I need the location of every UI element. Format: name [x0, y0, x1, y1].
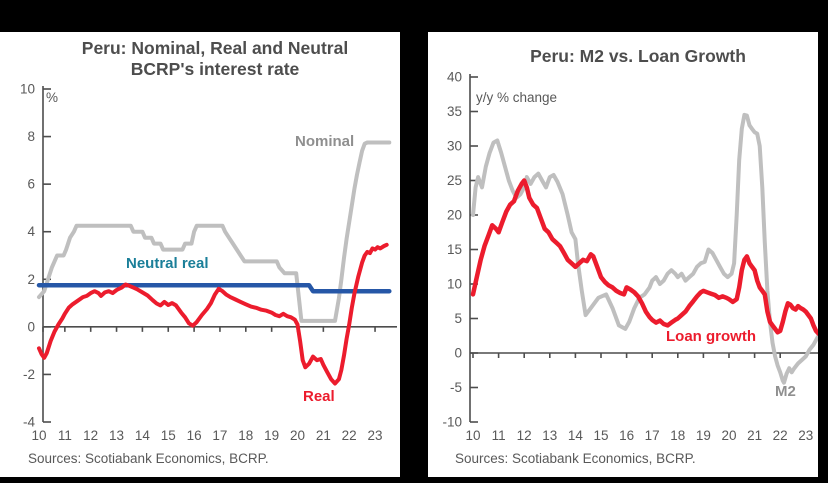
svg-text:6: 6	[27, 177, 35, 192]
svg-text:20: 20	[447, 208, 462, 223]
y-axis-unit-label: %	[46, 90, 59, 105]
svg-text:11: 11	[492, 428, 506, 443]
svg-text:0: 0	[27, 319, 35, 334]
title-line-2: BCRP's interest rate	[130, 59, 300, 79]
svg-text:5: 5	[454, 311, 462, 326]
m2-loan-chart-panel: Peru: M2 vs. Loan Growth 40 35 30 25 20 15 10 5…	[428, 32, 818, 477]
m2-loan-chart-title: Peru: M2 vs. Loan Growth	[462, 46, 814, 67]
svg-text:25: 25	[447, 173, 462, 188]
svg-text:4: 4	[27, 224, 35, 239]
nominal-series-label: Nominal	[295, 133, 355, 150]
svg-text:21: 21	[316, 428, 331, 443]
title-line-1: Peru: M2 vs. Loan Growth	[530, 46, 746, 66]
svg-text:17: 17	[645, 428, 660, 443]
svg-text:10: 10	[465, 428, 480, 443]
svg-text:18: 18	[670, 428, 685, 443]
svg-text:12: 12	[517, 428, 532, 443]
svg-text:0: 0	[454, 346, 462, 361]
svg-text:20: 20	[721, 428, 736, 443]
svg-text:13: 13	[542, 428, 557, 443]
source-note: Sources: Scotiabank Economics, BCRP.	[455, 451, 696, 466]
m2-series-label: M2	[775, 383, 796, 400]
svg-text:-5: -5	[450, 380, 462, 395]
interest-rate-chart-title: Peru: Nominal, Real and Neutral BCRP's i…	[34, 38, 396, 80]
svg-text:23: 23	[798, 428, 813, 443]
svg-text:15: 15	[161, 428, 176, 443]
svg-text:16: 16	[187, 428, 202, 443]
svg-text:30: 30	[447, 139, 462, 154]
svg-text:23: 23	[368, 428, 383, 443]
svg-text:10: 10	[31, 428, 46, 443]
interest-rate-chart-panel: Peru: Nominal, Real and Neutral BCRP's i…	[0, 32, 400, 477]
loan-growth-series-label: Loan growth	[666, 328, 756, 345]
source-note: Sources: Scotiabank Economics, BCRP.	[28, 451, 269, 466]
svg-text:12: 12	[83, 428, 98, 443]
svg-text:22: 22	[342, 428, 357, 443]
svg-text:14: 14	[568, 428, 584, 443]
svg-text:10: 10	[20, 82, 35, 97]
svg-text:2: 2	[27, 272, 35, 287]
svg-text:22: 22	[773, 428, 788, 443]
svg-text:11: 11	[58, 428, 72, 443]
svg-text:16: 16	[619, 428, 634, 443]
svg-text:21: 21	[747, 428, 762, 443]
svg-text:19: 19	[264, 428, 279, 443]
svg-text:14: 14	[135, 428, 151, 443]
svg-text:-10: -10	[442, 415, 462, 430]
svg-text:20: 20	[290, 428, 305, 443]
real-series-label: Real	[303, 388, 335, 405]
svg-text:8: 8	[27, 129, 35, 144]
svg-text:18: 18	[238, 428, 253, 443]
svg-text:10: 10	[447, 277, 462, 292]
svg-text:-4: -4	[23, 415, 35, 430]
svg-text:40: 40	[447, 70, 462, 85]
svg-text:35: 35	[447, 104, 462, 119]
neutral-real-series-label: Neutral real	[126, 255, 209, 272]
svg-text:13: 13	[109, 428, 124, 443]
svg-text:15: 15	[447, 242, 462, 257]
svg-text:17: 17	[212, 428, 227, 443]
svg-text:15: 15	[593, 428, 608, 443]
svg-text:19: 19	[696, 428, 711, 443]
svg-text:-2: -2	[23, 367, 35, 382]
y-axis-unit-label: y/y % change	[476, 90, 558, 105]
title-line-1: Peru: Nominal, Real and Neutral	[81, 38, 349, 58]
